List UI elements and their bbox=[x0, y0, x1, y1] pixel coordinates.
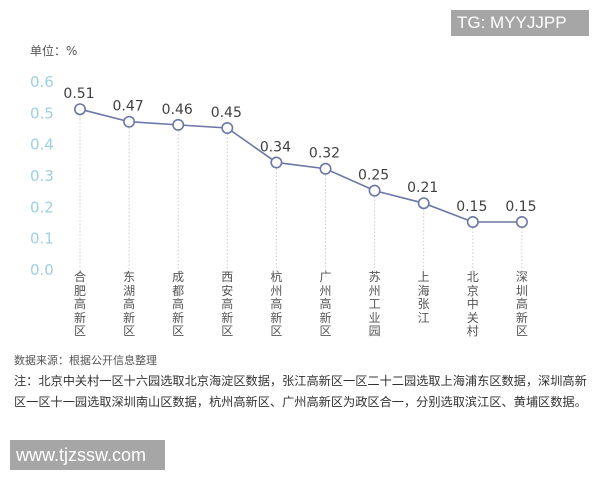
y-tick-label: 0.6 bbox=[30, 73, 54, 91]
data-point-marker bbox=[172, 118, 185, 131]
data-point-marker bbox=[74, 103, 87, 116]
x-category-label: 上海张江 bbox=[417, 270, 430, 325]
watermark-bottom: www.tjzssw.com bbox=[10, 440, 165, 470]
data-point-marker bbox=[221, 122, 234, 135]
x-category-label: 杭州高新区 bbox=[270, 270, 283, 338]
data-label: 0.46 bbox=[162, 102, 193, 118]
x-category-label: 广州高新区 bbox=[319, 270, 332, 338]
data-label: 0.25 bbox=[358, 168, 389, 184]
data-label: 0.32 bbox=[309, 146, 340, 162]
data-source: 数据来源：根据公开信息整理 bbox=[14, 354, 157, 367]
unit-label: 单位：% bbox=[30, 44, 78, 58]
data-point-marker bbox=[270, 156, 283, 169]
x-category-label: 苏州工业园 bbox=[368, 270, 381, 338]
x-category-label: 北京中关村 bbox=[466, 270, 479, 338]
y-tick-label: 0.0 bbox=[30, 261, 54, 279]
x-category-label: 成都高新区 bbox=[172, 270, 185, 338]
x-category-label: 东湖高新区 bbox=[123, 270, 136, 338]
x-category-label: 西安高新区 bbox=[221, 270, 234, 338]
data-point-marker bbox=[123, 115, 136, 128]
data-label: 0.15 bbox=[505, 199, 536, 215]
data-point-marker bbox=[319, 162, 332, 175]
watermark-top: TG: MYYJJPP bbox=[451, 10, 589, 36]
footnote: 注：北京中关村一区十六园选取北京海淀区数据，张江高新区一区二十二园选取上海浦东区… bbox=[14, 374, 587, 409]
data-label: 0.34 bbox=[260, 139, 291, 155]
y-tick-label: 0.5 bbox=[30, 104, 54, 122]
data-label: 0.45 bbox=[211, 105, 242, 121]
data-point-marker bbox=[417, 197, 430, 210]
x-category-label: 合肥高新区 bbox=[73, 270, 86, 338]
data-label: 0.21 bbox=[407, 180, 438, 196]
data-point-marker bbox=[368, 184, 381, 197]
data-label: 0.15 bbox=[456, 199, 487, 215]
y-tick-label: 0.2 bbox=[30, 198, 54, 216]
data-point-marker bbox=[515, 216, 528, 229]
data-line bbox=[79, 108, 522, 223]
line-chart: 0.0 0.1 0.2 0.3 0.4 0.5 0.6 0.51 0.47 0.46 0.45 0.3… bbox=[30, 73, 536, 279]
y-tick-label: 0.4 bbox=[30, 136, 54, 154]
data-label: 0.47 bbox=[113, 99, 144, 115]
x-category-label: 深圳高新区 bbox=[515, 270, 528, 338]
data-point-marker bbox=[466, 216, 479, 229]
y-tick-label: 0.3 bbox=[30, 167, 54, 185]
y-tick-label: 0.1 bbox=[30, 230, 54, 248]
data-label: 0.51 bbox=[63, 86, 94, 102]
